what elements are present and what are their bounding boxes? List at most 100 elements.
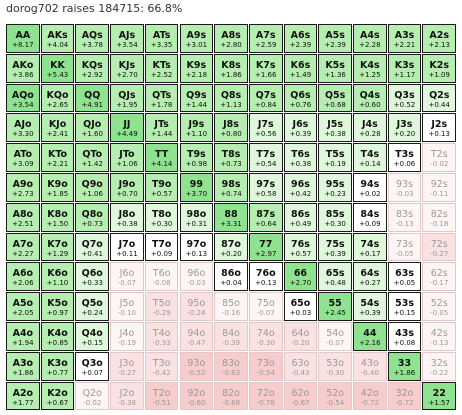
hand-cell[interactable]: 54s +0.39 [353,292,387,321]
hand-cell[interactable]: K8o +1.50 [40,202,75,232]
hand-cell[interactable]: 75s +0.39 [318,232,352,262]
hand-cell[interactable]: KTo +2.21 [40,143,75,172]
hand-cell[interactable]: Q2s +0.44 [422,83,457,113]
hand-cell[interactable]: T9s +0.98 [179,143,214,172]
hand-cell[interactable]: 73s -0.05 [387,232,422,262]
hand-cell[interactable]: 96o -0.03 [179,262,214,292]
hand-cell[interactable]: K2s +1.09 [422,53,457,83]
hand-cell[interactable]: T2s -0.02 [422,143,457,172]
hand-cell[interactable]: A4s +2.28 [353,24,387,53]
hand-cell[interactable]: A8o +2.51 [6,202,40,232]
hand-cell[interactable]: A3s +2.21 [387,24,422,53]
hand-cell[interactable]: 22 +1.57 [422,381,457,411]
hand-cell[interactable]: 44 +2.16 [353,322,387,351]
hand-cell[interactable]: K3o +0.77 [40,351,75,381]
hand-cell[interactable]: K5s +1.36 [318,53,352,83]
hand-cell[interactable]: 52s -0.05 [422,292,457,321]
hand-cell[interactable]: J6o -0.07 [110,262,144,292]
hand-cell[interactable]: AA +8.17 [6,24,40,53]
hand-cell[interactable]: J7s +0.56 [248,113,283,143]
hand-cell[interactable]: KQs +2.92 [75,53,110,83]
hand-cell[interactable]: 64o -0.20 [283,322,318,351]
hand-cell[interactable]: T7s +0.54 [248,143,283,172]
hand-cell[interactable]: T4o -0.33 [144,322,179,351]
hand-cell[interactable]: AJo +3.30 [6,113,40,143]
hand-cell[interactable]: Q9o +1.06 [75,173,110,202]
hand-cell[interactable]: 53o -0.30 [318,351,352,381]
hand-cell[interactable]: Q8s +1.13 [214,83,248,113]
hand-cell[interactable]: ATo +3.09 [6,143,40,172]
hand-cell[interactable]: 64s +0.27 [353,262,387,292]
hand-cell[interactable]: T6s +0.38 [283,143,318,172]
hand-cell[interactable]: 42o -0.72 [353,381,387,411]
hand-cell[interactable]: 76s +0.57 [283,232,318,262]
hand-cell[interactable]: T8s +0.73 [214,143,248,172]
hand-cell[interactable]: T4s +0.14 [353,143,387,172]
hand-cell[interactable]: A6o +2.06 [6,262,40,292]
hand-cell[interactable]: K6s +1.49 [283,53,318,83]
hand-cell[interactable]: 74o -0.30 [248,322,283,351]
hand-cell[interactable]: A2o +1.77 [6,381,40,411]
hand-cell[interactable]: 54o -0.07 [318,322,352,351]
hand-cell[interactable]: K9o +1.85 [40,173,75,202]
hand-cell[interactable]: T9o +0.57 [144,173,179,202]
hand-cell[interactable]: 73o -0.54 [248,351,283,381]
hand-cell[interactable]: J6s +0.39 [283,113,318,143]
hand-cell[interactable]: A3o +1.86 [6,351,40,381]
hand-cell[interactable]: Q4s +0.60 [353,83,387,113]
hand-cell[interactable]: K7o +1.29 [40,232,75,262]
hand-cell[interactable]: Q5s +0.68 [318,83,352,113]
hand-cell[interactable]: Q8o +0.73 [75,202,110,232]
hand-cell[interactable]: A9s +3.01 [179,24,214,53]
hand-cell[interactable]: A4o +1.94 [6,322,40,351]
hand-cell[interactable]: J4s +0.28 [353,113,387,143]
hand-cell[interactable]: QTs +1.78 [144,83,179,113]
hand-cell[interactable]: 72o -0.78 [248,381,283,411]
hand-cell[interactable]: 95o -0.24 [179,292,214,321]
hand-cell[interactable]: J3s +0.20 [387,113,422,143]
hand-cell[interactable]: 83s -0.13 [387,202,422,232]
hand-cell[interactable]: KJo +2.41 [40,113,75,143]
hand-cell[interactable]: 76o +0.13 [248,262,283,292]
hand-cell[interactable]: 94o -0.47 [179,322,214,351]
hand-cell[interactable]: J2s +0.13 [422,113,457,143]
hand-cell[interactable]: K5o +0.97 [40,292,75,321]
hand-cell[interactable]: QQ +4.91 [75,83,110,113]
hand-cell[interactable]: AKo +3.86 [6,53,40,83]
hand-cell[interactable]: JJ +4.49 [110,113,144,143]
hand-cell[interactable]: AJs +3.54 [110,24,144,53]
hand-cell[interactable]: 84o -0.39 [214,322,248,351]
hand-cell[interactable]: Q2o -0.02 [75,381,110,411]
hand-cell[interactable]: K8s +1.86 [214,53,248,83]
hand-cell[interactable]: Q3s +0.52 [387,83,422,113]
hand-cell[interactable]: 43o -0.40 [353,351,387,381]
hand-cell[interactable]: J3o -0.27 [110,351,144,381]
hand-cell[interactable]: A5o +2.05 [6,292,40,321]
hand-cell[interactable]: 43s +0.08 [387,322,422,351]
hand-cell[interactable]: 99 +3.70 [179,173,214,202]
hand-cell[interactable]: 88 +3.31 [214,202,248,232]
hand-cell[interactable]: 97o +0.13 [179,232,214,262]
hand-cell[interactable]: 32s -0.22 [422,351,457,381]
hand-cell[interactable]: JTs +1.44 [144,113,179,143]
hand-cell[interactable]: 65s +0.48 [318,262,352,292]
hand-cell[interactable]: K4o +0.85 [40,322,75,351]
hand-cell[interactable]: 86o +0.04 [214,262,248,292]
hand-cell[interactable]: 97s +0.58 [248,173,283,202]
hand-cell[interactable]: 65o +0.03 [283,292,318,321]
hand-cell[interactable]: K6o +1.10 [40,262,75,292]
hand-cell[interactable]: 82s -0.18 [422,202,457,232]
hand-cell[interactable]: Q9s +1.44 [179,83,214,113]
hand-cell[interactable]: QJo +1.60 [75,113,110,143]
hand-cell[interactable]: J4o -0.19 [110,322,144,351]
hand-cell[interactable]: A9o +2.73 [6,173,40,202]
hand-cell[interactable]: J9o +0.70 [110,173,144,202]
hand-cell[interactable]: 92o -0.60 [179,381,214,411]
hand-cell[interactable]: Q6o +0.33 [75,262,110,292]
hand-cell[interactable]: KJs +2.70 [110,53,144,83]
hand-cell[interactable]: 52o -0.54 [318,381,352,411]
hand-cell[interactable]: T8o +0.30 [144,202,179,232]
hand-cell[interactable]: T2o -0.51 [144,381,179,411]
hand-cell[interactable]: KK +5.43 [40,53,75,83]
hand-cell[interactable]: Q4o +0.15 [75,322,110,351]
